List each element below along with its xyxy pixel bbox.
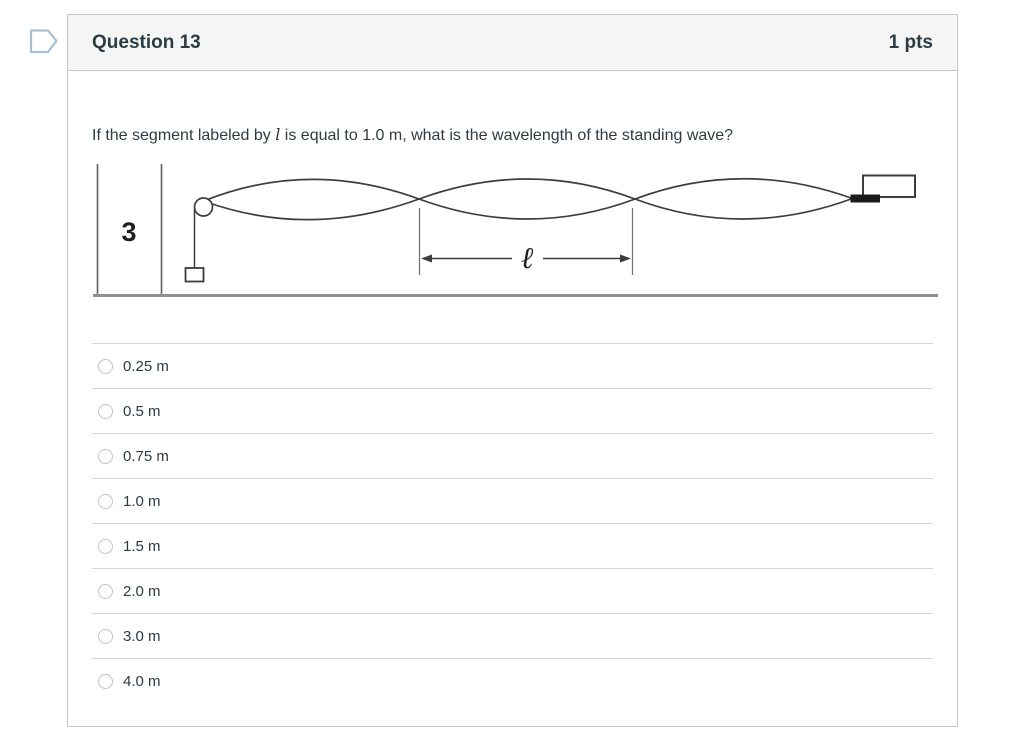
standing-wave-diagram: 3 ℓ xyxy=(93,164,938,297)
arrowhead-left-icon xyxy=(421,254,432,263)
option-label[interactable]: 1.0 m xyxy=(123,492,161,510)
question-body: If the segment labeled by l is equal to … xyxy=(68,125,957,703)
weight-count-label: 3 xyxy=(121,217,136,247)
radio-button[interactable] xyxy=(98,628,113,644)
radio-button[interactable] xyxy=(98,403,113,419)
answer-options: 0.25 m 0.5 m 0.75 m 1.0 m 1.5 m xyxy=(92,343,933,703)
question-title: Question 13 xyxy=(92,31,201,53)
pulley-icon xyxy=(193,197,214,217)
flag-question-button[interactable] xyxy=(29,28,59,55)
wave-envelope-bottom xyxy=(204,178,852,221)
radio-button[interactable] xyxy=(98,358,113,374)
option-label[interactable]: 2.0 m xyxy=(123,582,161,600)
option-label[interactable]: 0.5 m xyxy=(123,402,161,420)
option-label[interactable]: 3.0 m xyxy=(123,627,161,645)
oscillator-tip xyxy=(850,194,880,203)
option-row-025m[interactable]: 0.25 m xyxy=(92,343,933,388)
oscillator-box xyxy=(862,174,916,198)
option-label[interactable]: 0.25 m xyxy=(123,357,169,375)
option-label[interactable]: 4.0 m xyxy=(123,672,161,690)
question-text-after: is equal to 1.0 m, what is the wavelengt… xyxy=(280,127,734,144)
flag-icon xyxy=(29,29,58,54)
hanging-weight xyxy=(184,267,205,283)
option-label[interactable]: 0.75 m xyxy=(123,447,169,465)
wave-envelope-top xyxy=(204,177,852,220)
option-row-30m[interactable]: 3.0 m xyxy=(92,613,933,658)
question-text: If the segment labeled by l is equal to … xyxy=(92,125,933,146)
radio-button[interactable] xyxy=(98,493,113,509)
question-variable: l xyxy=(275,125,281,144)
option-row-15m[interactable]: 1.5 m xyxy=(92,523,933,568)
radio-button[interactable] xyxy=(98,448,113,464)
option-row-20m[interactable]: 2.0 m xyxy=(92,568,933,613)
option-row-10m[interactable]: 1.0 m xyxy=(92,478,933,523)
option-row-05m[interactable]: 0.5 m xyxy=(92,388,933,433)
radio-button[interactable] xyxy=(98,538,113,554)
option-row-40m[interactable]: 4.0 m xyxy=(92,658,933,703)
question-text-before: If the segment labeled by xyxy=(92,127,276,144)
question-card: Question 13 1 pts If the segment labeled… xyxy=(67,14,958,727)
option-row-075m[interactable]: 0.75 m xyxy=(92,433,933,478)
question-points: 1 pts xyxy=(888,31,933,53)
segment-length-label: ℓ xyxy=(521,241,534,276)
option-label[interactable]: 1.5 m xyxy=(123,537,161,555)
question-header: Question 13 1 pts xyxy=(68,15,957,71)
radio-button[interactable] xyxy=(98,673,113,689)
arrowhead-right-icon xyxy=(620,254,631,263)
radio-button[interactable] xyxy=(98,583,113,599)
